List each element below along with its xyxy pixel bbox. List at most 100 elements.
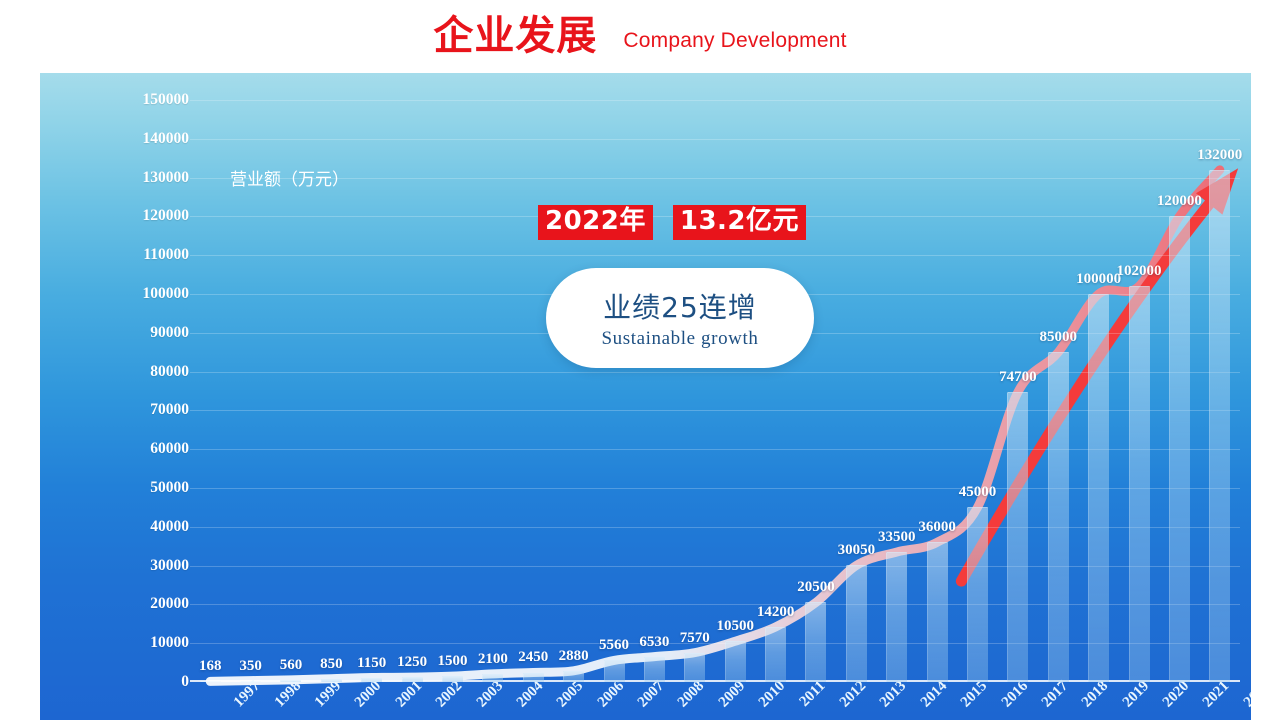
bar-value-label: 120000	[1156, 193, 1202, 210]
x-axis-tick: 2016	[998, 678, 1031, 711]
page-title-en: Company Development	[623, 29, 847, 52]
bar-value-label: 10500	[716, 618, 754, 635]
x-axis-tick: 1999	[311, 678, 345, 711]
y-axis-tick: 140000	[142, 129, 190, 147]
bar	[926, 542, 948, 682]
gridline	[190, 449, 1240, 451]
gridline	[190, 643, 1240, 645]
bar-value-label: 132000	[1197, 146, 1243, 163]
y-axis-tick: 100000	[142, 285, 190, 302]
bar	[563, 670, 585, 682]
bar-value-label: 560	[279, 656, 303, 673]
gridline	[190, 255, 1240, 257]
bar	[1007, 392, 1029, 682]
page-title-cn: 企业发展	[433, 13, 598, 59]
bar-value-label: 1500	[437, 653, 468, 670]
x-axis-tick: 2013	[877, 678, 910, 711]
gridline	[190, 604, 1240, 606]
gridline	[190, 565, 1240, 567]
bar-value-label: 350	[239, 657, 262, 674]
bar	[522, 672, 544, 682]
bar-value-label: 45000	[958, 484, 997, 501]
bar-value-label: 2450	[518, 649, 549, 666]
y-axis-tick: 60000	[150, 440, 189, 458]
bar	[724, 641, 746, 682]
bar	[361, 677, 383, 682]
bar-value-label: 74700	[999, 369, 1037, 386]
bar-value-label: 30050	[837, 542, 876, 559]
y-axis-tick: 80000	[150, 362, 189, 380]
bar	[684, 652, 706, 682]
bar	[401, 677, 423, 682]
bar-value-label: 100000	[1076, 271, 1122, 287]
y-axis-tick: 70000	[150, 401, 189, 419]
bar-value-label: 85000	[1039, 329, 1078, 346]
callout-line-en: Sustainable growth	[601, 328, 759, 349]
y-axis-tick: 50000	[150, 479, 189, 496]
y-axis-tick: 0	[181, 673, 189, 690]
badge-year: 2022年	[538, 205, 653, 241]
highlight-badges: 2022年 13.2亿元	[538, 205, 807, 241]
y-axis-tick: 10000	[150, 634, 189, 652]
x-axis-tick: 2000	[352, 678, 385, 711]
x-axis-tick: 2003	[473, 678, 506, 711]
callout-line-cn: 业绩25连增	[603, 291, 757, 324]
bar	[442, 676, 463, 682]
bar	[280, 679, 302, 682]
x-axis-tick: 2019	[1119, 678, 1152, 711]
bar-value-label: 7570	[679, 629, 710, 646]
y-axis-tick: 30000	[150, 556, 189, 574]
bar-value-label: 102000	[1116, 263, 1162, 280]
bar	[1168, 216, 1190, 682]
x-axis-tick: 2015	[957, 678, 991, 711]
x-axis-tick: 2010	[755, 678, 789, 711]
gridline	[190, 526, 1240, 528]
gridline	[190, 177, 1240, 179]
bar-value-label: 168	[198, 658, 222, 675]
y-axis-tick: 130000	[142, 168, 190, 186]
bar	[765, 626, 787, 682]
x-axis-tick: 2017	[1038, 678, 1072, 711]
plot-area: 168 1997 350 1998 560 1999 850 2000 1150 2001 1250…	[190, 100, 1251, 711]
y-axis-tick: 150000	[142, 91, 190, 108]
bar-value-label: 14200	[756, 603, 795, 620]
bar-value-label: 33500	[877, 529, 916, 546]
bar	[1128, 286, 1150, 682]
bar	[1047, 352, 1069, 682]
bar	[1088, 294, 1110, 682]
slide-header: 企业发展 Company Development	[0, 0, 1280, 72]
gridline	[190, 410, 1240, 412]
bar	[603, 660, 625, 682]
bar-value-label: 2880	[558, 647, 589, 664]
x-axis-tick: 2018	[1079, 678, 1112, 711]
x-axis-line	[190, 680, 1240, 682]
x-axis-tick: 2008	[675, 678, 708, 711]
bar	[1209, 169, 1231, 682]
y-axis-tick: 20000	[150, 595, 189, 613]
bar	[967, 507, 988, 682]
x-axis-tick: 2002	[432, 678, 466, 711]
x-axis-tick: 2001	[392, 678, 426, 711]
trend-overlay	[205, 165, 1239, 686]
bar-value-label: 1250	[397, 654, 428, 671]
y-axis-tick: 110000	[143, 246, 189, 264]
x-axis-tick: 2005	[554, 678, 587, 711]
bar	[643, 656, 665, 682]
y-axis-tick: 40000	[150, 517, 189, 535]
x-axis-tick: 1998	[271, 678, 304, 711]
x-axis-tick: 2011	[796, 678, 829, 710]
bar-value-label: 850	[320, 655, 343, 672]
gridline	[190, 138, 1240, 140]
x-axis-tick: 2009	[715, 678, 749, 711]
bar	[240, 680, 262, 682]
x-axis-tick: 1997	[230, 678, 264, 711]
x-axis-tick: 2012	[836, 678, 870, 711]
x-axis-tick: 2007	[634, 678, 668, 711]
bar	[199, 681, 221, 682]
gridline	[190, 371, 1240, 373]
growth-callout: 业绩25连增 Sustainable growth	[546, 268, 814, 368]
x-axis-tick: 2022	[1240, 678, 1251, 711]
bar-value-label: 1150	[357, 654, 387, 671]
y-axis-tick: 90000	[150, 323, 189, 341]
